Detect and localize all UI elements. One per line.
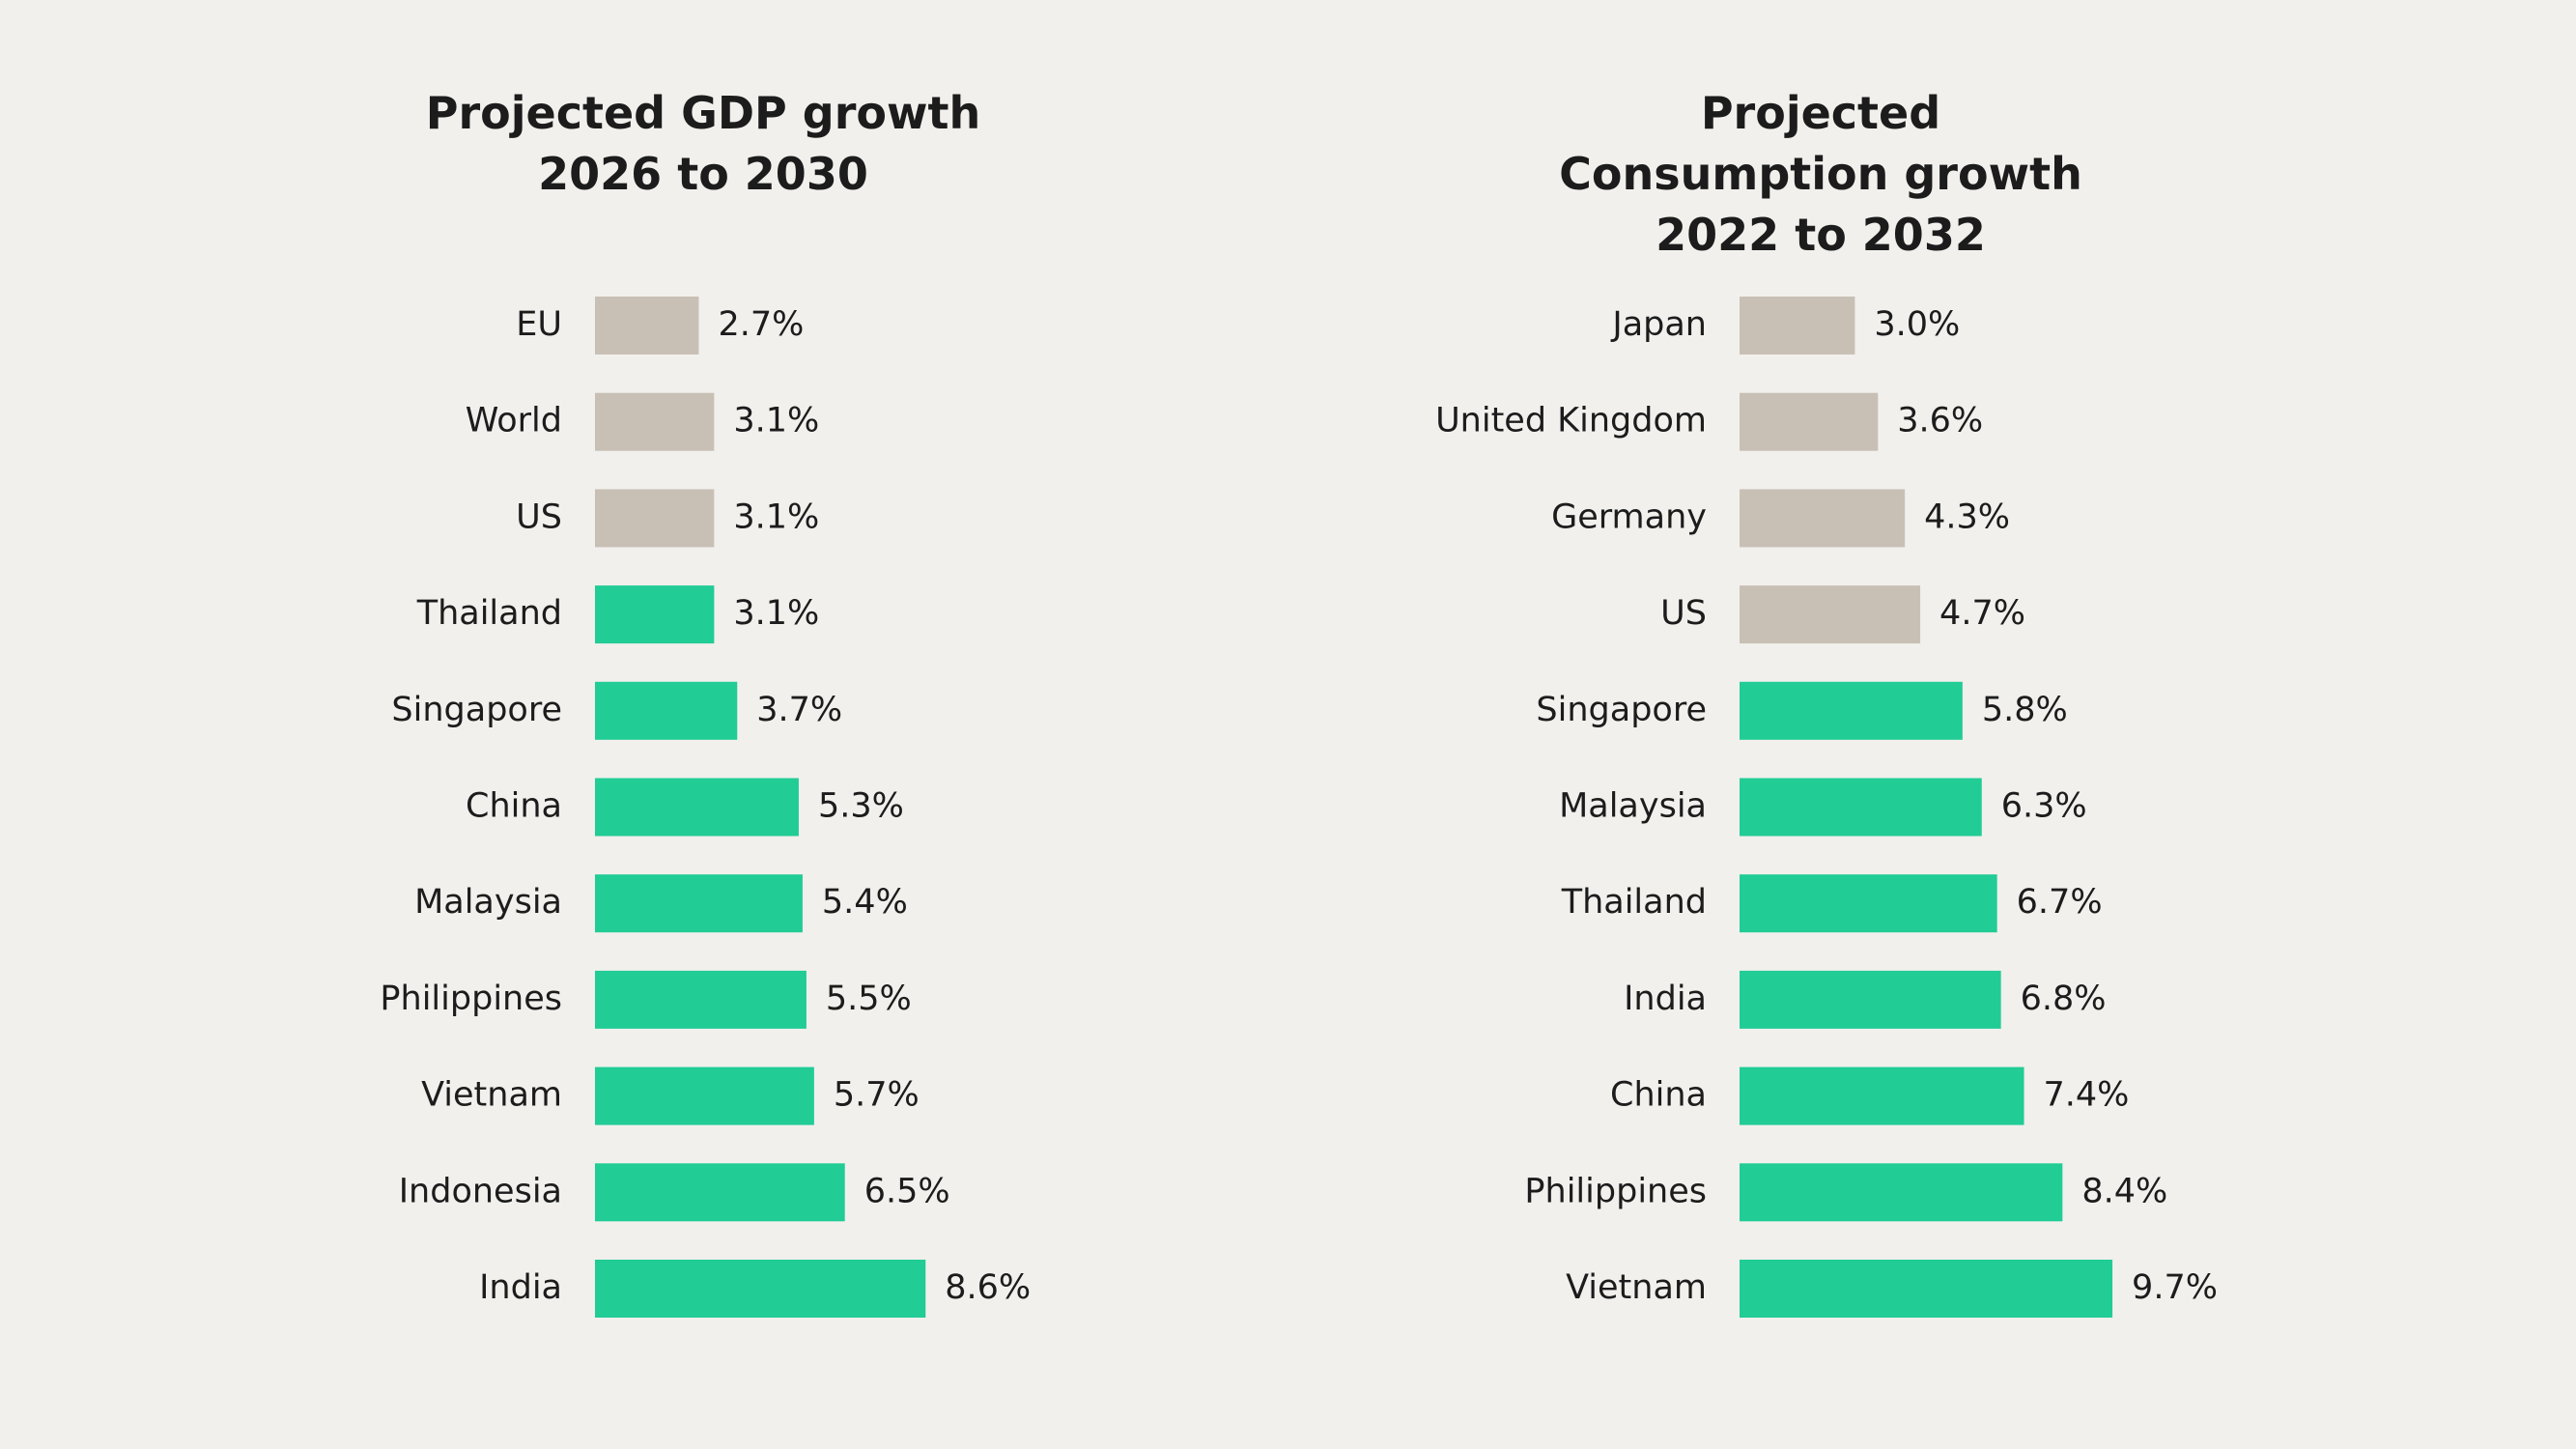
value-label: 6.8%: [2021, 980, 2107, 1018]
bar: [1740, 1260, 2113, 1318]
value-label: 7.4%: [2044, 1076, 2130, 1115]
bar: [595, 1260, 926, 1318]
value-label: 3.0%: [1874, 305, 1960, 344]
value-label: 8.6%: [945, 1268, 1031, 1307]
bar: [1740, 778, 1982, 837]
value-label: 9.7%: [2132, 1268, 2218, 1307]
value-label: 5.3%: [818, 787, 904, 826]
value-label: 5.5%: [826, 980, 912, 1018]
bar: [1740, 392, 1879, 451]
bar: [1740, 1066, 2024, 1125]
category-label: Vietnam: [1566, 1268, 1707, 1307]
bar: [595, 489, 715, 548]
value-label: 6.7%: [2017, 883, 2103, 922]
value-label: 4.7%: [1939, 594, 2025, 633]
bar: [1740, 489, 1906, 548]
value-label: 4.3%: [1924, 497, 2010, 536]
value-label: 3.7%: [756, 691, 842, 729]
bar: [595, 585, 715, 644]
category-label: Malaysia: [414, 883, 562, 922]
value-label: 5.8%: [1982, 691, 2068, 729]
category-label: Malaysia: [1559, 787, 1707, 826]
bar: [595, 970, 807, 1029]
bar: [1740, 970, 2001, 1029]
value-label: 3.6%: [1897, 402, 1983, 440]
category-label: Germany: [1551, 497, 1707, 536]
category-label: China: [466, 787, 562, 826]
category-label: Japan: [1610, 305, 1707, 344]
category-label: Philippines: [380, 980, 562, 1018]
bar: [1740, 297, 1855, 355]
category-label: US: [1660, 594, 1707, 633]
category-label: China: [1610, 1076, 1707, 1115]
value-label: 6.5%: [864, 1172, 950, 1210]
bar: [595, 874, 803, 933]
value-label: 5.4%: [822, 883, 908, 922]
category-label: Philippines: [1524, 1172, 1707, 1210]
category-label: United Kingdom: [1435, 402, 1707, 440]
category-label: Vietnam: [421, 1076, 562, 1115]
category-label: US: [516, 497, 562, 536]
value-label: 6.3%: [2001, 787, 2087, 826]
category-label: EU: [516, 305, 562, 344]
value-label: 3.1%: [733, 402, 819, 440]
category-label: India: [479, 1268, 562, 1307]
value-label: 8.4%: [2081, 1172, 2167, 1210]
category-label: Indonesia: [399, 1172, 562, 1210]
category-label: Thailand: [1561, 883, 1707, 922]
bar: [595, 392, 715, 451]
chart-title: Projected Consumption growth 2022 to 203…: [1559, 87, 2082, 261]
bar: [1740, 585, 1921, 644]
chart-title: Projected GDP growth 2026 to 2030: [425, 87, 981, 200]
value-label: 2.7%: [718, 305, 804, 344]
category-label: Singapore: [391, 691, 562, 729]
bar: [595, 1163, 845, 1222]
bar: [595, 778, 799, 837]
bar: [595, 297, 699, 355]
bar: [1740, 874, 1997, 933]
category-label: Singapore: [1536, 691, 1707, 729]
bar: [595, 1066, 814, 1125]
category-label: India: [1624, 980, 1707, 1018]
value-label: 3.1%: [733, 594, 819, 633]
bar: [1740, 681, 1963, 740]
value-label: 3.1%: [733, 497, 819, 536]
category-label: World: [466, 402, 562, 440]
category-label: Thailand: [416, 594, 562, 633]
bar: [595, 681, 738, 740]
bar: [1740, 1163, 2063, 1222]
value-label: 5.7%: [834, 1076, 920, 1115]
